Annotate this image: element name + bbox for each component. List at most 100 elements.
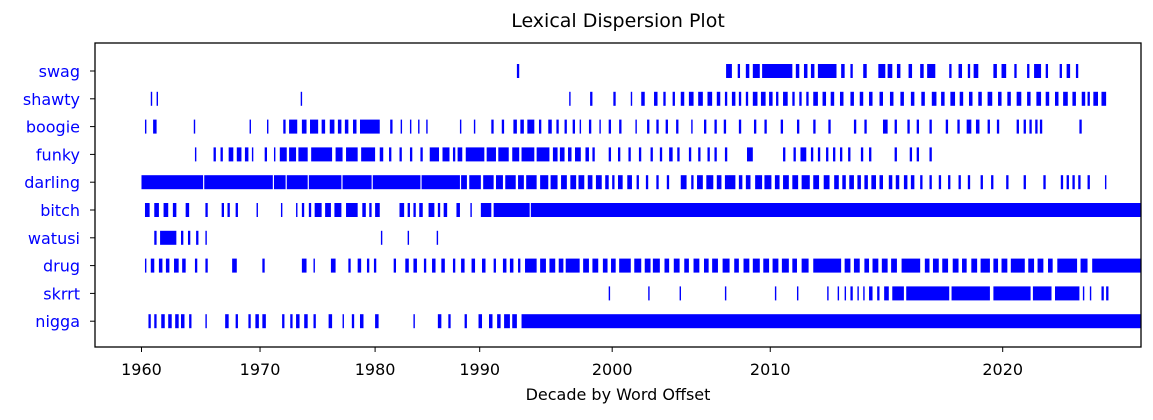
- dispersion-mark-funky-13: [335, 147, 343, 162]
- dispersion-mark-watusi-4: [196, 230, 199, 245]
- dispersion-mark-drug-29: [509, 258, 514, 273]
- x-tick-label-1980: 1980: [355, 360, 396, 379]
- dispersion-mark-darling-40: [774, 175, 780, 190]
- dispersion-mark-darling-50: [864, 175, 868, 190]
- dispersion-mark-darling-5: [342, 175, 372, 190]
- dispersion-mark-skrrt-9: [850, 286, 853, 301]
- dispersion-mark-drug-3: [165, 258, 170, 273]
- dispersion-mark-swag-31: [1075, 64, 1079, 78]
- dispersion-mark-boogie-44: [714, 119, 717, 134]
- dispersion-mark-skrrt-17: [951, 286, 990, 301]
- dispersion-mark-drug-71: [962, 258, 967, 273]
- dispersion-mark-shawty-58: [1093, 91, 1098, 106]
- dispersion-mark-skrrt-12: [869, 286, 873, 301]
- dispersion-mark-drug-68: [932, 258, 939, 273]
- dispersion-mark-darling-36: [738, 175, 743, 190]
- dispersion-mark-funky-50: [747, 147, 753, 162]
- dispersion-mark-skrrt-22: [1089, 286, 1092, 301]
- dispersion-mark-darling-0: [141, 175, 204, 190]
- dispersion-mark-shawty-26: [799, 91, 802, 106]
- dispersion-mark-boogie-36: [619, 119, 622, 134]
- dispersion-mark-nigga-22: [375, 314, 379, 329]
- dispersion-mark-bitch-1: [154, 203, 159, 217]
- dispersion-mark-drug-72: [971, 258, 978, 273]
- dispersion-mark-nigga-20: [351, 314, 355, 329]
- dispersion-mark-darling-56: [910, 175, 915, 190]
- dispersion-mark-swag-2: [737, 64, 741, 78]
- dispersion-mark-shawty-0: [150, 91, 153, 106]
- dispersion-mark-boogie-68: [1029, 119, 1032, 134]
- dispersion-mark-funky-51: [783, 147, 786, 162]
- dispersion-mark-darling-45: [823, 175, 830, 190]
- dispersion-mark-funky-32: [559, 147, 565, 162]
- dispersion-mark-swag-30: [1066, 64, 1071, 78]
- dispersion-mark-shawty-31: [839, 91, 844, 106]
- dispersion-mark-watusi-8: [436, 230, 439, 245]
- dispersion-mark-watusi-3: [187, 230, 191, 245]
- dispersion-mark-darling-32: [697, 175, 703, 190]
- dispersion-mark-boogie-4: [267, 119, 269, 134]
- dispersion-mark-funky-34: [575, 147, 581, 162]
- dispersion-mark-shawty-36: [889, 91, 894, 106]
- dispersion-mark-bitch-5: [205, 203, 208, 217]
- dispersion-mark-swag-24: [1001, 64, 1007, 78]
- dispersion-mark-drug-74: [993, 258, 999, 273]
- dispersion-mark-drug-1: [150, 258, 155, 273]
- dispersion-mark-funky-21: [429, 147, 440, 162]
- dispersion-mark-funky-9: [279, 147, 287, 162]
- dispersion-mark-boogie-63: [975, 119, 980, 134]
- dispersion-mark-nigga-25: [448, 314, 451, 329]
- dispersion-mark-skrrt-5: [796, 286, 799, 301]
- dispersion-mark-swag-23: [993, 64, 997, 78]
- dispersion-mark-darling-13: [518, 175, 524, 190]
- dispersion-mark-drug-19: [413, 258, 417, 273]
- dispersion-mark-boogie-57: [907, 119, 910, 134]
- dispersion-mark-shawty-15: [716, 91, 721, 106]
- dispersion-mark-darling-44: [813, 175, 820, 190]
- dispersion-mark-nigga-8: [225, 314, 229, 329]
- dispersion-mark-boogie-24: [513, 119, 517, 134]
- dispersion-mark-drug-62: [864, 258, 870, 273]
- dispersion-mark-boogie-38: [647, 119, 650, 134]
- dispersion-mark-darling-28: [656, 175, 659, 190]
- dispersion-mark-skrrt-7: [837, 286, 840, 301]
- dispersion-mark-funky-29: [521, 147, 535, 162]
- dispersion-mark-shawty-45: [978, 91, 982, 106]
- dispersion-mark-boogie-64: [987, 119, 990, 134]
- dispersion-mark-shawty-40: [931, 91, 937, 106]
- word-label-skrrt: skrrt: [43, 284, 80, 303]
- dispersion-mark-skrrt-20: [1055, 286, 1080, 301]
- dispersion-mark-shawty-44: [968, 91, 973, 106]
- dispersion-mark-nigga-4: [175, 314, 179, 329]
- dispersion-mark-drug-31: [525, 258, 537, 273]
- word-label-darling: darling: [24, 173, 80, 192]
- dispersion-mark-shawty-41: [941, 91, 945, 106]
- dispersion-mark-darling-21: [595, 175, 602, 190]
- dispersion-mark-funky-35: [585, 147, 589, 162]
- dispersion-mark-skrrt-18: [993, 286, 1031, 301]
- dispersion-mark-nigga-21: [359, 314, 364, 329]
- dispersion-mark-boogie-69: [1035, 119, 1038, 134]
- dispersion-mark-funky-25: [465, 147, 485, 162]
- dispersion-mark-bitch-16: [334, 203, 342, 217]
- dispersion-mark-darling-16: [550, 175, 558, 190]
- dispersion-mark-drug-5: [182, 258, 186, 273]
- dispersion-mark-boogie-48: [764, 119, 767, 134]
- dispersion-mark-boogie-50: [796, 119, 800, 134]
- dispersion-mark-shawty-14: [707, 91, 713, 106]
- dispersion-mark-drug-17: [393, 258, 397, 273]
- dispersion-mark-funky-44: [677, 147, 680, 162]
- dispersion-mark-funky-7: [264, 147, 267, 162]
- dispersion-mark-drug-22: [441, 258, 445, 273]
- dispersion-mark-bitch-7: [227, 203, 230, 217]
- dispersion-mark-darling-46: [834, 175, 839, 190]
- dispersion-mark-swag-22: [973, 64, 979, 78]
- dispersion-mark-bitch-4: [185, 203, 190, 217]
- dispersion-mark-funky-45: [688, 147, 692, 162]
- dispersion-mark-skrrt-14: [884, 286, 889, 301]
- dispersion-mark-boogie-70: [1039, 119, 1043, 134]
- dispersion-mark-drug-58: [801, 258, 809, 273]
- dispersion-mark-darling-1: [204, 175, 273, 190]
- dispersion-mark-swag-9: [817, 64, 837, 78]
- dispersion-mark-boogie-2: [193, 119, 196, 134]
